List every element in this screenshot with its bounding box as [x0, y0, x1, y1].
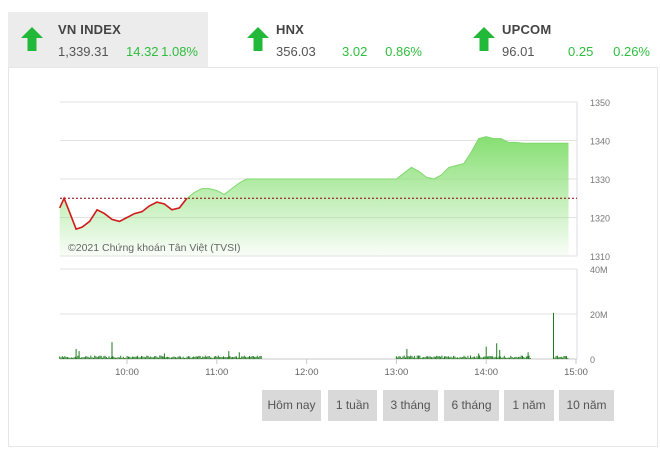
svg-text:14:00: 14:00: [474, 367, 498, 378]
volume-grid: [60, 268, 578, 360]
svg-text:10:00: 10:00: [115, 367, 139, 378]
index-percent: 0.26%: [613, 44, 650, 59]
price-line-below-reference: [58, 196, 188, 231]
tab-hnx[interactable]: HNX 356.03 3.02 0.86%: [234, 12, 434, 68]
range-button-3-months[interactable]: 3 tháng: [383, 390, 438, 421]
range-button-1-year[interactable]: 1 năm: [504, 390, 554, 421]
svg-text:12:00: 12:00: [295, 367, 319, 378]
index-change: 14.32: [126, 44, 159, 59]
index-percent: 0.86%: [385, 44, 422, 59]
up-arrow-icon: [21, 27, 43, 51]
chart-panel: [8, 67, 658, 447]
price-area: [59, 136, 569, 256]
svg-text:20M: 20M: [590, 310, 608, 320]
range-button-10-years[interactable]: 10 năm: [559, 390, 614, 421]
svg-text:1330: 1330: [590, 175, 610, 185]
svg-text:0: 0: [590, 355, 595, 365]
tab-vn-index[interactable]: VN INDEX 1,339.31 14.32 1.08%: [8, 12, 208, 68]
index-name: VN INDEX: [58, 22, 122, 37]
index-change: 0.25: [568, 44, 594, 59]
volume-axis: 0 20M 40M: [590, 265, 608, 365]
index-value: 96.01: [502, 44, 535, 59]
svg-text:1350: 1350: [590, 98, 610, 108]
volume-bars: [59, 312, 569, 359]
svg-text:1340: 1340: [590, 137, 610, 147]
index-name: UPCOM: [502, 22, 552, 37]
index-value: 356.03: [276, 44, 316, 59]
index-value: 1,339.31: [58, 44, 109, 59]
range-button-6-months[interactable]: 6 tháng: [444, 390, 499, 421]
tab-upcom[interactable]: UPCOM 96.01 0.25 0.26%: [460, 12, 660, 68]
index-percent: 1.08%: [161, 44, 198, 59]
svg-text:15:00: 15:00: [564, 367, 588, 378]
price-axis: 1310 1320 1330 1340 1350: [590, 98, 610, 262]
up-arrow-icon: [247, 27, 269, 51]
range-button-1-week[interactable]: 1 tuần: [328, 390, 377, 421]
range-button-today[interactable]: Hôm nay: [262, 390, 321, 421]
index-change: 3.02: [342, 44, 368, 59]
index-tabs: VN INDEX 1,339.31 14.32 1.08% HNX 356.03…: [0, 0, 660, 68]
svg-text:1310: 1310: [590, 252, 610, 262]
watermark: ©2021 Chứng khoán Tân Việt (TVSI): [68, 242, 241, 254]
svg-text:11:00: 11:00: [205, 367, 228, 378]
svg-text:40M: 40M: [590, 265, 608, 275]
up-arrow-icon: [473, 27, 495, 51]
svg-text:13:00: 13:00: [385, 367, 409, 378]
time-axis: 10:00 11:00 12:00 13:00 14:00 15:00: [115, 359, 588, 378]
index-name: HNX: [276, 22, 305, 37]
svg-text:1320: 1320: [590, 214, 610, 224]
